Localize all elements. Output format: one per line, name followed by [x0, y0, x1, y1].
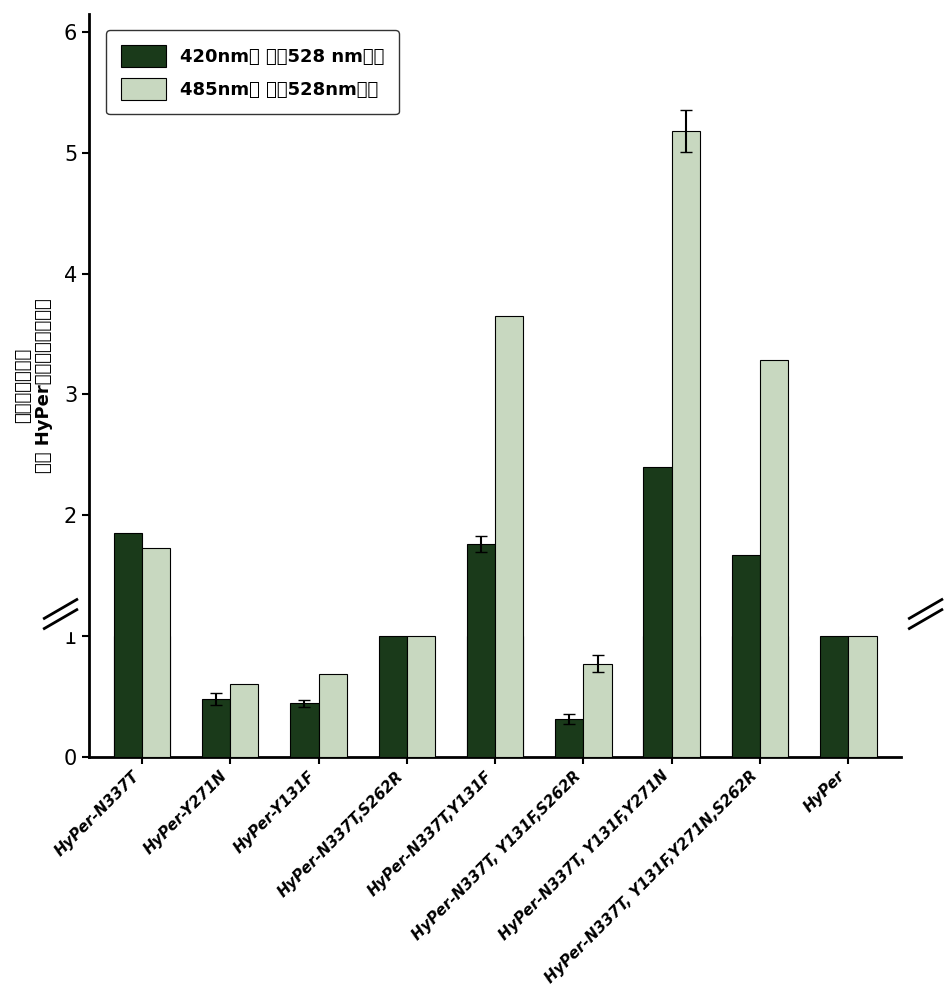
Bar	[230, 684, 259, 757]
Bar	[466, 636, 495, 757]
Bar	[202, 699, 230, 757]
Y-axis label: 荧光强度标准化
（以 HyPer荧光强度为标准）: 荧光强度标准化 （以 HyPer荧光强度为标准）	[14, 298, 52, 473]
Bar	[644, 636, 672, 757]
Legend: 420nm激 发，528 nm发射, 485nm激 发，528nm发射: 420nm激 发，528 nm发射, 485nm激 发，528nm发射	[106, 30, 399, 114]
Bar	[319, 674, 347, 757]
Bar	[672, 131, 700, 757]
Bar	[495, 316, 524, 757]
Bar	[644, 467, 672, 757]
Bar	[760, 360, 788, 757]
Bar	[466, 544, 495, 757]
Bar	[290, 703, 319, 757]
Bar	[672, 636, 700, 757]
Bar	[407, 636, 435, 757]
Bar	[113, 636, 142, 757]
Bar	[142, 636, 170, 757]
Bar	[760, 636, 788, 757]
Bar	[142, 548, 170, 757]
Bar	[848, 636, 877, 757]
Bar	[820, 636, 848, 757]
Bar	[379, 636, 407, 757]
Bar	[732, 636, 760, 757]
Bar	[495, 636, 524, 757]
Bar	[555, 719, 584, 757]
Bar	[113, 533, 142, 757]
Bar	[584, 664, 611, 757]
Bar	[732, 555, 760, 757]
